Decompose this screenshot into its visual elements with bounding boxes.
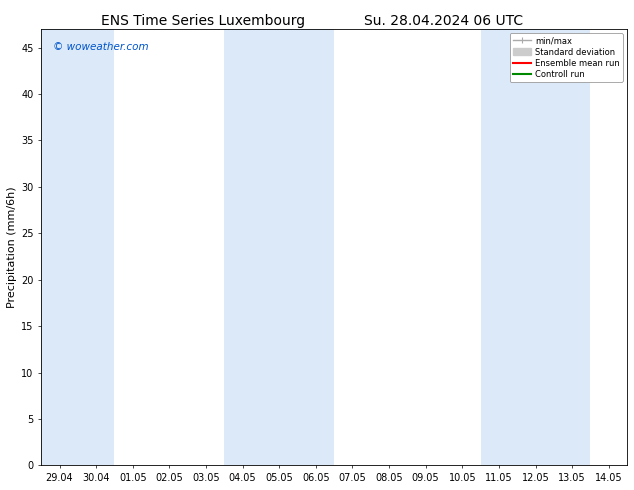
- Y-axis label: Precipitation (mm/6h): Precipitation (mm/6h): [7, 186, 17, 308]
- Bar: [481, 29, 590, 466]
- Text: Su. 28.04.2024 06 UTC: Su. 28.04.2024 06 UTC: [365, 14, 523, 28]
- Text: © woweather.com: © woweather.com: [53, 42, 148, 52]
- Text: ENS Time Series Luxembourg: ENS Time Series Luxembourg: [101, 14, 305, 28]
- Bar: [224, 29, 334, 466]
- Bar: [41, 29, 115, 466]
- Legend: min/max, Standard deviation, Ensemble mean run, Controll run: min/max, Standard deviation, Ensemble me…: [510, 33, 623, 82]
